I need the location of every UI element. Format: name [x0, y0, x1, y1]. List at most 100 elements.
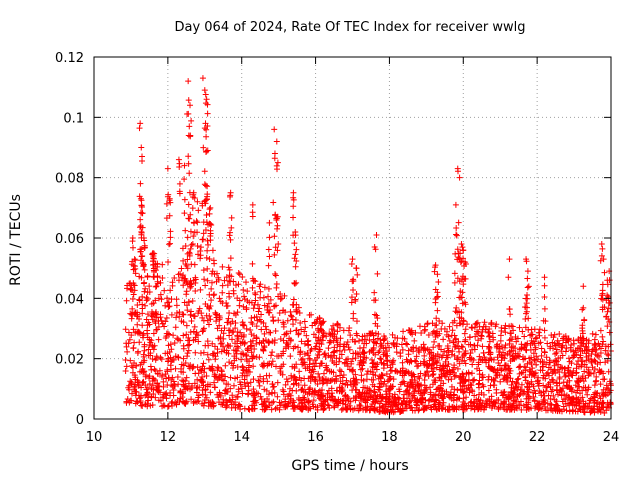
data-point: [377, 343, 384, 350]
data-point: [201, 276, 208, 283]
data-point: [164, 165, 171, 172]
data-point: [580, 340, 587, 347]
data-point: [439, 320, 446, 327]
data-point: [307, 385, 314, 392]
data-point: [573, 394, 580, 401]
data-point: [490, 336, 497, 343]
data-point: [403, 387, 410, 394]
data-point: [302, 324, 309, 331]
data-point: [376, 348, 383, 355]
data-point: [240, 364, 247, 371]
data-point: [580, 408, 587, 415]
data-point: [180, 390, 187, 397]
data-point: [182, 386, 189, 393]
data-point: [507, 375, 514, 382]
data-point: [161, 287, 168, 294]
data-point: [150, 330, 157, 337]
data-point: [194, 364, 201, 371]
data-point: [229, 392, 236, 399]
data-point: [177, 395, 184, 402]
data-point: [258, 311, 265, 318]
data-point: [379, 372, 386, 379]
data-point: [291, 240, 298, 247]
data-point: [438, 354, 445, 361]
data-point: [446, 323, 453, 330]
data-point: [180, 362, 187, 369]
data-point: [305, 399, 312, 406]
data-point: [591, 382, 598, 389]
data-point: [555, 406, 562, 413]
data-point: [341, 359, 348, 366]
data-point: [226, 359, 233, 366]
data-point: [531, 387, 538, 394]
data-point: [195, 370, 202, 377]
data-point: [413, 353, 420, 360]
data-point: [366, 337, 373, 344]
data-point: [204, 110, 211, 117]
data-point: [428, 365, 435, 372]
data-point: [169, 279, 176, 286]
x-axis-label: GPS time / hours: [291, 458, 408, 474]
data-point: [312, 345, 319, 352]
data-point: [184, 250, 191, 257]
data-point: [540, 396, 547, 403]
data-point: [205, 356, 212, 363]
data-point: [510, 327, 517, 334]
data-point: [249, 275, 256, 282]
data-point: [400, 378, 407, 385]
data-point: [485, 329, 492, 336]
data-point: [531, 326, 538, 333]
data-point: [412, 329, 419, 336]
data-point: [411, 337, 418, 344]
y-axis-label: ROTI / TECUs: [8, 194, 24, 286]
x-tick-label: 16: [307, 430, 324, 445]
data-point: [182, 383, 189, 390]
data-point: [552, 357, 559, 364]
data-point: [508, 388, 515, 395]
data-point: [438, 346, 445, 353]
data-point: [545, 364, 552, 371]
data-point: [461, 357, 468, 364]
data-point: [573, 369, 580, 376]
data-point: [429, 362, 436, 369]
data-point: [251, 345, 258, 352]
y-tick-label: 0.02: [55, 353, 84, 368]
data-point: [219, 282, 226, 289]
data-point: [501, 365, 508, 372]
data-point: [193, 329, 200, 336]
data-point: [512, 333, 519, 340]
data-point: [264, 293, 271, 300]
data-point: [364, 396, 371, 403]
data-point: [205, 342, 212, 349]
data-point: [346, 346, 353, 353]
data-point: [597, 327, 604, 334]
data-point: [199, 391, 206, 398]
data-point: [452, 201, 459, 208]
data-point: [459, 406, 466, 413]
data-point: [604, 351, 611, 358]
data-point: [469, 361, 476, 368]
data-point: [201, 125, 208, 132]
data-point: [277, 402, 284, 409]
data-point: [149, 262, 156, 269]
data-point: [180, 355, 187, 362]
data-point: [374, 361, 381, 368]
data-point: [150, 391, 157, 398]
data-point: [142, 373, 149, 380]
data-point: [552, 342, 559, 349]
data-point: [371, 406, 378, 413]
data-point: [397, 350, 404, 357]
data-point: [553, 402, 560, 409]
data-point: [233, 355, 240, 362]
data-point: [341, 393, 348, 400]
data-point: [189, 205, 196, 212]
data-point: [434, 357, 441, 364]
data-point: [387, 375, 394, 382]
data-point: [462, 348, 469, 355]
data-point: [604, 292, 611, 299]
data-point: [413, 345, 420, 352]
data-point: [374, 315, 381, 322]
data-point: [441, 390, 448, 397]
data-point: [566, 402, 573, 409]
data-point: [544, 340, 551, 347]
